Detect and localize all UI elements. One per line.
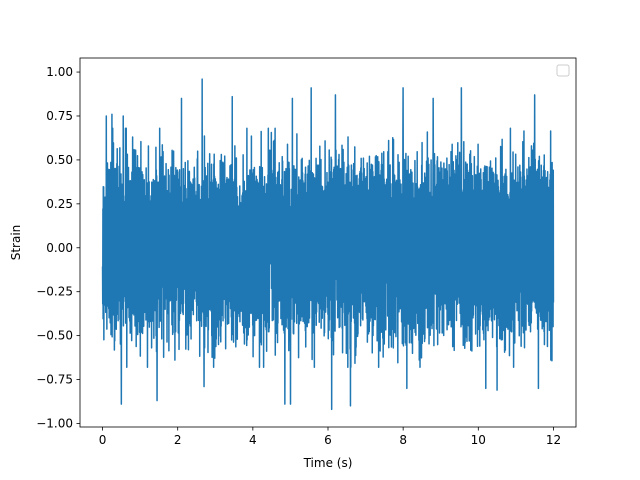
series-layer [101, 78, 555, 411]
y-axis-label: Strain [9, 225, 23, 261]
y-tick-label: 0.75 [46, 109, 73, 123]
x-tick-label: 0 [99, 433, 107, 447]
y-tick-label: −0.25 [36, 285, 73, 299]
y-tick-label: 1.00 [46, 65, 73, 79]
x-tick-label: 10 [471, 433, 486, 447]
y-tick-label: 0.00 [46, 241, 73, 255]
x-axis-ticks: 0 2 4 6 8 10 12 [99, 427, 561, 447]
y-tick-label: 0.25 [46, 197, 73, 211]
x-tick-label: 2 [174, 433, 182, 447]
strain-series-line [101, 78, 555, 411]
y-tick-label: −0.75 [36, 373, 73, 387]
y-tick-label: −1.00 [36, 416, 73, 430]
x-axis-label: Time (s) [303, 456, 353, 470]
y-tick-label: 0.50 [46, 153, 73, 167]
x-tick-label: 4 [249, 433, 257, 447]
x-tick-label: 6 [324, 433, 332, 447]
x-tick-label: 12 [546, 433, 561, 447]
x-tick-label: 8 [399, 433, 407, 447]
legend-box [556, 64, 570, 77]
y-axis-ticks: −1.00 −0.75 −0.50 −0.25 0.00 0.25 0.50 0.75 1.00 [36, 65, 80, 430]
y-tick-label: −0.50 [36, 329, 73, 343]
